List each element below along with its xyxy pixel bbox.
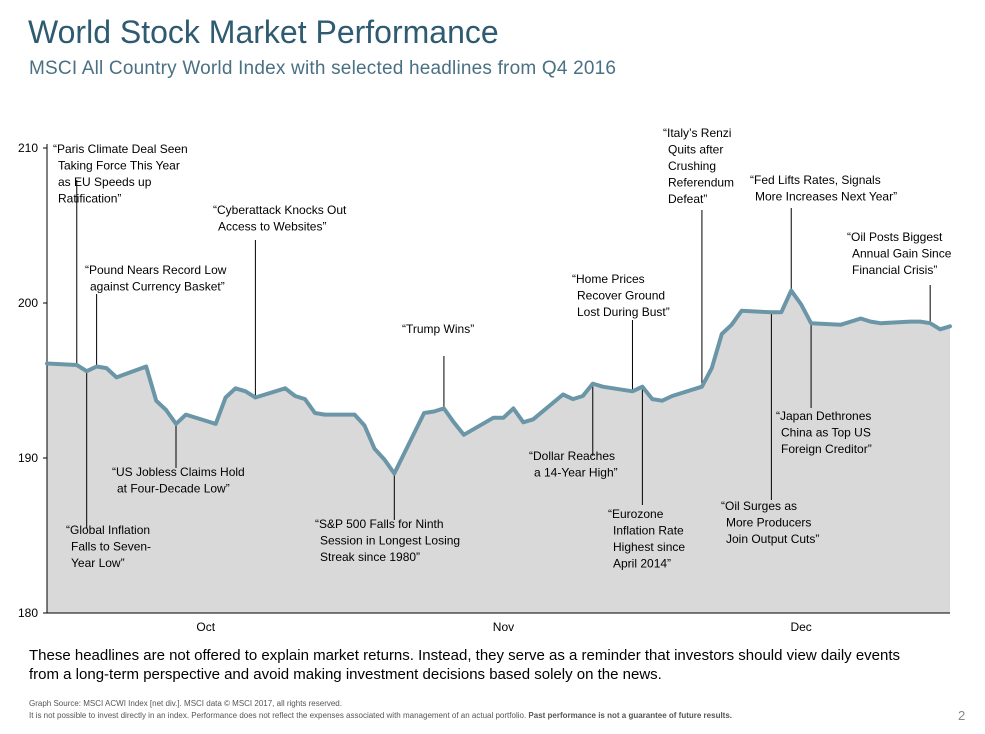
annotation-label: “Home Prices Recover Ground Lost During Bu… xyxy=(572,272,670,319)
annotation-line: “S&P 500 Falls for Ninth xyxy=(315,517,444,531)
annotation-label: “US Jobless Claims Hold at Four-Decade Lo… xyxy=(112,465,245,496)
disclaimer-text: It is not possible to invest directly in… xyxy=(29,711,527,720)
annotation-label: “Trump Wins” xyxy=(402,322,474,336)
annotation-line: “Italy’s Renzi xyxy=(663,126,731,140)
x-tick-label: Dec xyxy=(790,620,811,634)
source-footnote: Graph Source: MSCI ACWI Index [net div.]… xyxy=(29,698,732,722)
y-tick-label: 180 xyxy=(18,606,38,620)
annotation-line: Crushing xyxy=(668,159,716,173)
annotation-line: Streak since 1980” xyxy=(320,550,420,564)
annotation-label: “Eurozone Inflation Rate Highest since Apri… xyxy=(608,507,685,571)
annotation-line: Lost During Bust” xyxy=(577,305,670,319)
annotation-line: against Currency Basket” xyxy=(90,280,225,294)
annotation-line: “Fed Lifts Rates, Signals xyxy=(750,173,881,187)
annotation-line: Highest since xyxy=(613,540,685,554)
annotation-line: “Paris Climate Deal Seen xyxy=(53,142,188,156)
annotation-line: Inflation Rate xyxy=(613,524,684,538)
annotation-line: China as Top US xyxy=(781,426,871,440)
annotation-line: “Trump Wins” xyxy=(402,322,474,336)
disclaimer-note: These headlines are not offered to expla… xyxy=(29,647,901,683)
annotation-label: “Japan Dethrones China as Top US Foreign C… xyxy=(776,409,872,456)
page-number: 2 xyxy=(958,708,966,723)
annotation-line: “US Jobless Claims Hold xyxy=(112,465,245,479)
annotation-line: Recover Ground xyxy=(577,289,665,303)
stock-chart: 180 190 200 210 Oct Nov Dec “Paris Climate Deal… xyxy=(18,126,952,634)
annotation-label: “Cyberattack Knocks Out Access to Website… xyxy=(213,203,347,234)
disclaimer-bold: Past performance is not a guarantee of f… xyxy=(528,711,733,720)
annotation-line: More Producers xyxy=(726,516,811,530)
annotation-line: Foreign Creditor” xyxy=(781,442,872,456)
annotation-line: as EU Speeds up xyxy=(58,175,152,189)
annotation-line: “Eurozone xyxy=(608,507,664,521)
annotation-line: Ratification” xyxy=(58,192,121,206)
annotation-line: “Dollar Reaches xyxy=(529,449,615,463)
annotation-line: Join Output Cuts” xyxy=(726,532,819,546)
annotation-label: “Pound Nears Record Low against Currency … xyxy=(85,263,227,294)
annotation-line: More Increases Next Year” xyxy=(755,190,897,204)
annotation-line: Referendum xyxy=(668,176,734,190)
annotation-line: “Oil Posts Biggest xyxy=(847,230,943,244)
annotation-line: Annual Gain Since xyxy=(852,247,952,261)
page-title: World Stock Market Performance xyxy=(28,14,499,50)
annotation-line: Year Low” xyxy=(71,556,125,570)
x-tick-label: Oct xyxy=(196,620,215,634)
disclaimer-line: It is not possible to invest directly in… xyxy=(29,710,732,722)
area-fill xyxy=(47,290,950,613)
annotation-line: Defeat” xyxy=(668,192,707,206)
annotation-line: April 2014” xyxy=(613,557,671,571)
annotation-line: “Japan Dethrones xyxy=(776,409,871,423)
annotation-line: Session in Longest Losing xyxy=(320,534,460,548)
annotation-label: “Paris Climate Deal Seen Taking Force Thi… xyxy=(53,142,188,206)
annotation-line: “Home Prices xyxy=(572,272,645,286)
annotation-line: at Four-Decade Low” xyxy=(117,482,230,496)
annotation-line: “Oil Surges as xyxy=(721,499,797,513)
annotation-line: “Pound Nears Record Low xyxy=(85,263,227,277)
annotation-line: a 14-Year High” xyxy=(534,466,618,480)
annotation-label: “Oil Surges as More Producers Join Output … xyxy=(721,499,819,546)
y-tick-label: 200 xyxy=(18,296,38,310)
annotation-label: “S&P 500 Falls for Ninth Session in Longe… xyxy=(315,517,460,564)
annotation-label: “Dollar Reaches a 14-Year High” xyxy=(529,449,618,480)
annotation-line: “Global Inflation xyxy=(66,523,150,537)
annotation-line: “Cyberattack Knocks Out xyxy=(213,203,347,217)
annotation-line: Falls to Seven- xyxy=(71,540,151,554)
annotation-line: Access to Websites” xyxy=(218,220,326,234)
annotation-line: Quits after xyxy=(668,143,723,157)
page-subtitle: MSCI All Country World Index with select… xyxy=(29,58,617,79)
y-tick-label: 190 xyxy=(18,451,38,465)
annotation-label: “Global Inflation Falls to Seven- Year Low… xyxy=(66,523,151,570)
series-line xyxy=(45,288,952,476)
annotation-label: “Italy’s Renzi Quits after Crushing Referen… xyxy=(663,126,734,206)
annotation-label: “Fed Lifts Rates, Signals More Increases … xyxy=(750,173,897,204)
x-tick-label: Nov xyxy=(493,620,514,634)
annotation-line: Financial Crisis” xyxy=(852,263,937,277)
source-line: Graph Source: MSCI ACWI Index [net div.]… xyxy=(29,699,342,708)
annotation-label: “Oil Posts Biggest Annual Gain Since Finan… xyxy=(847,230,952,277)
annotation-line: Taking Force This Year xyxy=(58,159,180,173)
y-tick-label: 210 xyxy=(18,141,38,155)
